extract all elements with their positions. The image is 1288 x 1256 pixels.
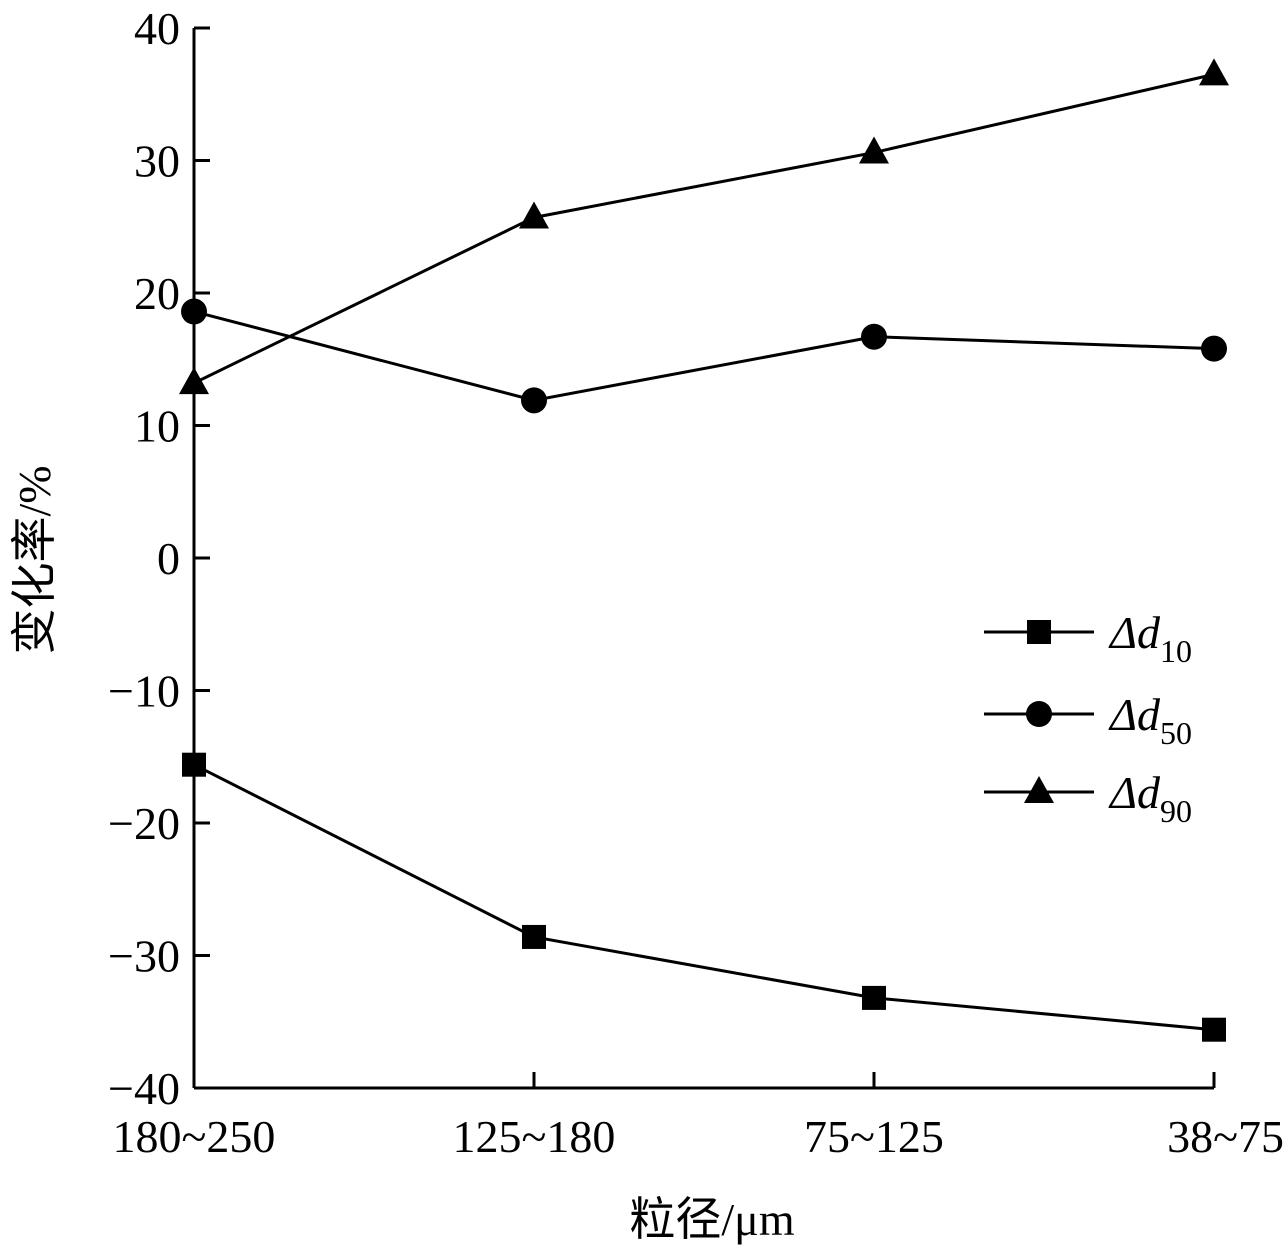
legend-item: Δd50 [984,689,1192,751]
data-point-square [862,985,886,1010]
y-tick-label: 30 [134,136,180,187]
y-tick-label: −10 [108,666,180,717]
series-90 [179,58,1229,395]
data-point-circle [861,323,887,350]
y-tick-label: 20 [134,268,180,319]
data-point-circle [181,298,207,325]
series-line [193,763,1215,1032]
y-tick-label: −20 [108,798,180,849]
legend-marker-triangle [1024,776,1054,803]
x-tick-label: 38~75 [1167,1111,1284,1162]
y-tick-label: 40 [134,3,180,54]
legend-label: Δd10 [1108,607,1192,669]
legend: Δd10 Δd50 Δd90 [984,607,1192,829]
series-10 [182,752,1226,1042]
legend-label: Δd90 [1108,767,1192,829]
x-axis-title: 粒径/μm [629,1194,794,1245]
data-point-square [522,924,546,949]
series-layer [179,58,1229,1042]
legend-label: Δd50 [1108,689,1192,751]
legend-marker-circle [1026,701,1052,727]
data-point-circle [1201,335,1227,362]
series-line [193,72,1215,385]
data-point-square [1202,1017,1226,1042]
data-point-square [182,752,206,777]
data-point-triangle [519,201,549,229]
data-point-triangle [1199,58,1229,86]
y-tick-label: 10 [134,401,180,452]
data-point-triangle [179,367,209,395]
series-50 [181,298,1227,414]
y-tick-label: −40 [108,1063,180,1114]
y-tick-label: 0 [157,533,180,584]
x-tick-label: 180~250 [113,1111,276,1162]
data-point-circle [521,387,547,414]
data-point-triangle [859,136,889,164]
x-tick-label: 125~180 [453,1111,616,1162]
y-tick-label: −30 [108,931,180,982]
x-tick-label: 75~125 [804,1111,944,1162]
legend-item: Δd10 [984,607,1192,669]
legend-marker-square [1027,620,1051,644]
legend-item: Δd90 [984,767,1192,829]
y-axis-title: 变化率/% [9,465,60,654]
series-line [193,310,1215,402]
